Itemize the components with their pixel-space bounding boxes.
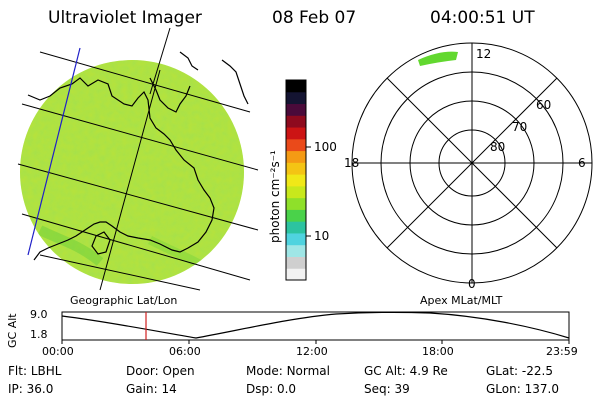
altitude-xtick-1800: 18:00 — [422, 345, 454, 358]
island-tasmania — [91, 231, 111, 255]
mlat-label-60: 60 — [536, 98, 552, 112]
info-ip: IP: 36.0 — [8, 382, 54, 396]
color-bar-stripe — [286, 256, 306, 269]
coastline — [27, 77, 215, 261]
mlt-label-12: 12 — [476, 47, 492, 61]
mlt-label-0: 0 — [468, 277, 476, 291]
color-bar-stripe — [286, 80, 306, 93]
observation-date: 08 Feb 07 — [272, 8, 357, 28]
mlat-label-70: 70 — [512, 120, 528, 134]
color-bar-stripes — [286, 80, 306, 281]
color-bar-stripe — [286, 185, 306, 199]
altitude-ytick-1-8: 1.8 — [30, 328, 48, 341]
mlat-label-80: 80 — [490, 140, 506, 154]
altitude-ytick-9: 9.0 — [30, 308, 48, 321]
color-bar-stripe — [286, 91, 306, 105]
color-bar-stripe — [286, 115, 306, 128]
color-bar-label-100: 100 — [314, 140, 337, 154]
altitude-plot — [61, 311, 570, 344]
color-bar-stripe — [286, 232, 306, 246]
info-flt: Flt: LBHL — [8, 364, 62, 378]
color-bar-stripe — [286, 162, 306, 175]
color-bar-stripe — [286, 244, 306, 257]
info-gc-alt: GC Alt: 4.9 Re — [364, 364, 448, 378]
info-gain: Gain: 14 — [126, 382, 177, 396]
altitude-xtick-0600: 06:00 — [169, 345, 201, 358]
instrument-title: Ultraviolet Imager — [48, 8, 202, 28]
info-seq: Seq: 39 — [364, 382, 410, 396]
info-mode: Mode: Normal — [246, 364, 330, 378]
coastline-nz — [221, 59, 249, 105]
altitude-xtick-2359: 23:59 — [546, 345, 578, 358]
mlt-label-6: 6 — [578, 156, 586, 170]
info-glat: GLat: -22.5 — [486, 364, 553, 378]
altitude-xtick-1200: 12:00 — [296, 345, 328, 358]
altitude-xtick-0000: 00:00 — [42, 345, 74, 358]
polar-plot — [351, 42, 593, 284]
color-bar-stripe — [286, 197, 306, 210]
coastline-ne — [179, 51, 199, 71]
color-bar-frame — [285, 79, 307, 281]
observation-time: 04:00:51 UT — [430, 8, 535, 28]
altitude-xticks — [61, 340, 570, 344]
lat-lon-grid — [17, 27, 259, 291]
globe-panel-label: Geographic Lat/Lon — [70, 294, 178, 307]
globe-image — [17, 27, 259, 291]
info-dsp: Dsp: 0.0 — [246, 382, 297, 396]
color-bar-stripe — [286, 268, 306, 281]
coastline-north — [149, 77, 191, 113]
color-bar-stripe — [286, 174, 306, 187]
polar-diagonal-2 — [386, 77, 558, 249]
info-glon: GLon: 137.0 — [486, 382, 559, 396]
info-door: Door: Open — [126, 364, 195, 378]
color-bar-stripe — [286, 103, 306, 116]
color-bar-stripe — [286, 138, 306, 152]
color-bar-label-10: 10 — [314, 229, 330, 243]
color-bar — [285, 79, 311, 281]
meridian-line — [27, 47, 81, 256]
color-bar-stripe — [286, 209, 306, 222]
color-bar-stripe — [286, 221, 306, 234]
altitude-ylabel: GC Alt — [6, 313, 19, 348]
altitude-curve — [61, 311, 570, 339]
color-bar-stripe — [286, 127, 306, 140]
color-bar-unit: photon cm⁻²s⁻¹ — [268, 150, 282, 243]
color-bar-stripe — [286, 150, 306, 163]
aurora-patch — [418, 51, 458, 66]
mlt-label-18: 18 — [344, 156, 360, 170]
polar-panel-label: Apex MLat/MLT — [420, 294, 503, 307]
